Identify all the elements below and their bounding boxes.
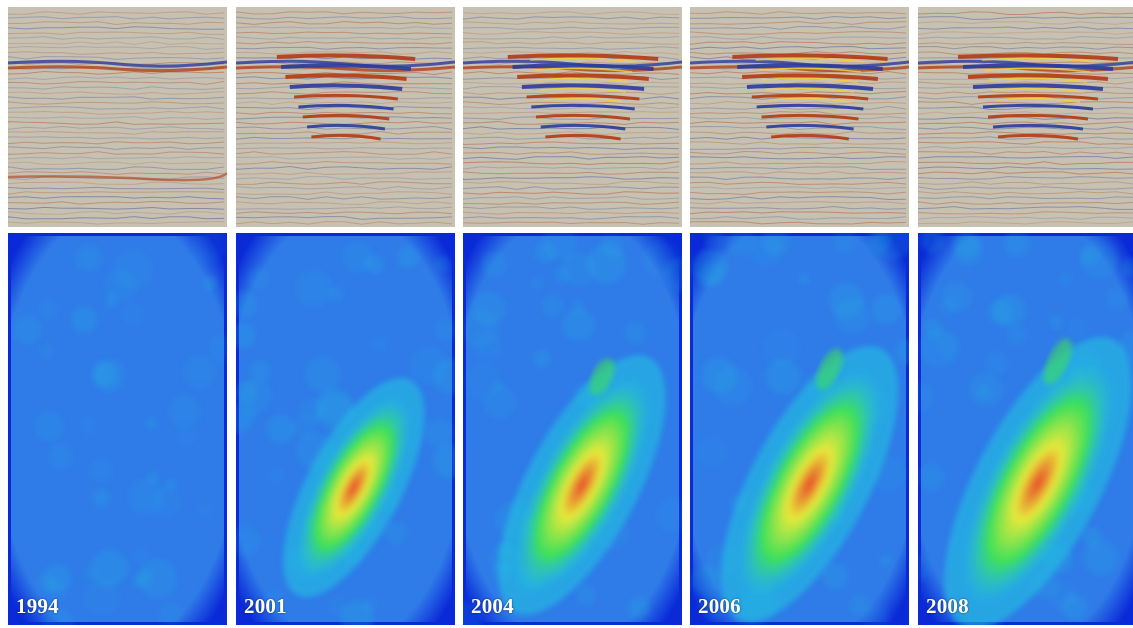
year-label: 2001: [244, 594, 287, 618]
seismic-section-1994: [8, 7, 227, 227]
seismic-section-2001: [236, 7, 455, 227]
amplitude-image: [8, 233, 227, 625]
seismic-image: [8, 7, 227, 227]
amplitude-image: [690, 233, 909, 625]
amplitude-map-2006: 2006: [690, 233, 909, 625]
seismic-image: [463, 7, 682, 227]
amplitude-image: [463, 233, 682, 625]
seismic-image: [690, 7, 909, 227]
year-label: 1994: [16, 594, 59, 618]
seismic-image: [236, 7, 455, 227]
seismic-section-2006: [690, 7, 909, 227]
seismic-section-2004: [463, 7, 682, 227]
amplitude-image: [236, 233, 455, 625]
amplitude-map-2004: 2004: [463, 233, 682, 625]
year-label: 2006: [698, 594, 741, 618]
amplitude-map-2008: 2008: [918, 233, 1133, 625]
amplitude-map-2001: 2001: [236, 233, 455, 625]
amplitude-map-1994: 1994: [8, 233, 227, 625]
seismic-section-2008: [918, 7, 1133, 227]
seismic-image: [918, 7, 1133, 227]
year-label: 2008: [926, 594, 969, 618]
year-label: 2004: [471, 594, 514, 618]
amplitude-image: [918, 233, 1133, 625]
